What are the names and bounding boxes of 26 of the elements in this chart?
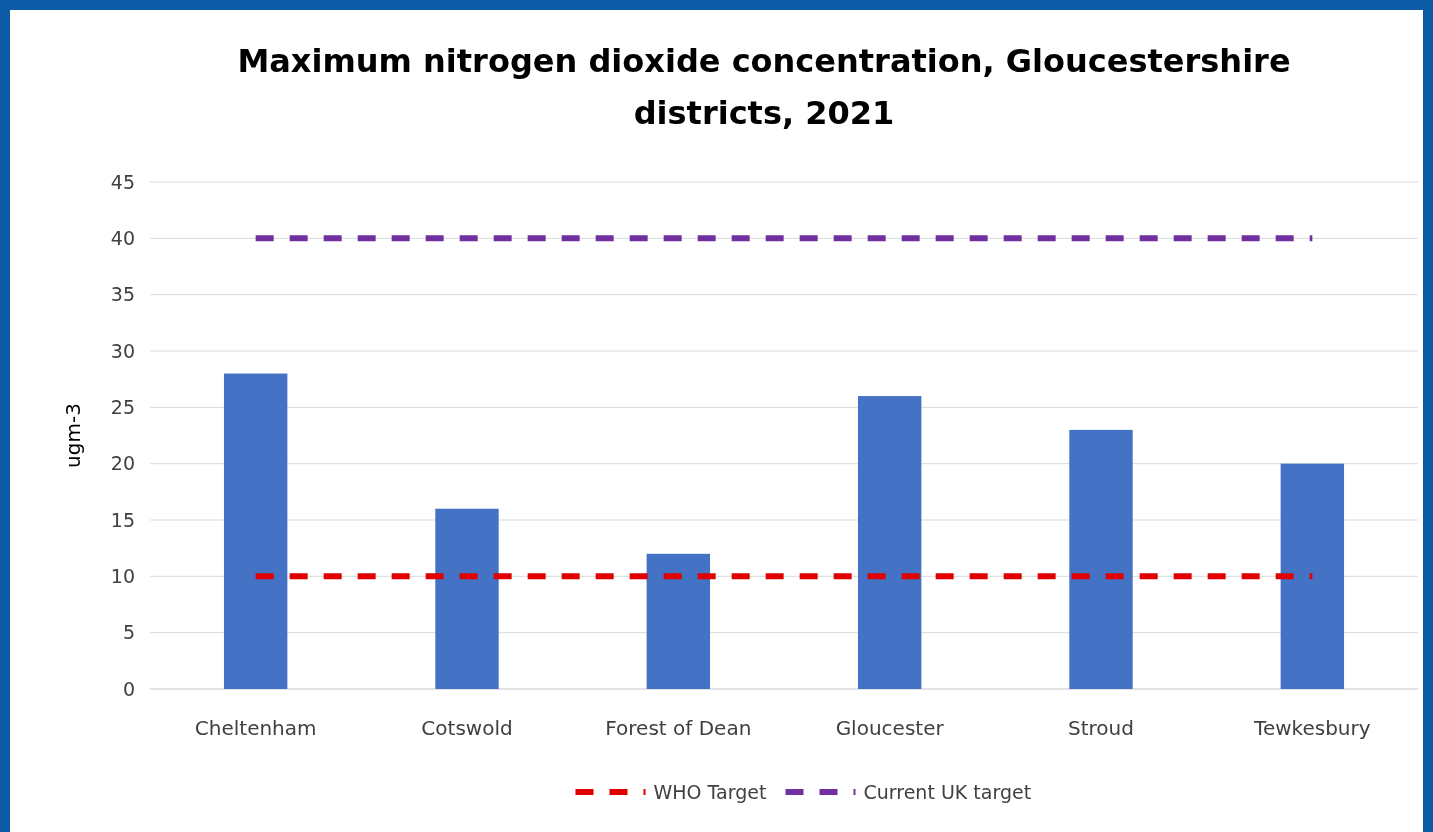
bar xyxy=(435,508,499,689)
y-tick-label: 0 xyxy=(122,677,135,700)
bar xyxy=(1280,463,1345,689)
y-tick-label: 35 xyxy=(110,283,135,306)
y-tick-label: 15 xyxy=(110,508,135,531)
y-tick-label: 10 xyxy=(110,564,135,587)
bar xyxy=(223,373,288,689)
y-tick-label: 20 xyxy=(110,452,135,475)
y-tick-label: 30 xyxy=(110,339,135,362)
x-tick-label: Cotswold xyxy=(421,716,513,740)
bar xyxy=(1069,429,1133,689)
x-tick-label: Cheltenham xyxy=(194,716,317,740)
y-tick-label: 45 xyxy=(110,170,135,193)
bar xyxy=(646,553,711,689)
x-tick-label: Stroud xyxy=(1068,716,1134,740)
y-tick-label: 5 xyxy=(122,621,135,644)
bar xyxy=(857,396,922,689)
legend-label: Current UK target xyxy=(863,780,1032,803)
legend-label: WHO Target xyxy=(653,780,767,803)
y-tick-label: 25 xyxy=(110,395,135,418)
y-axis-title: ugm-3 xyxy=(61,403,85,468)
x-tick-label: Gloucester xyxy=(835,716,945,740)
x-tick-label: Forest of Dean xyxy=(605,716,752,740)
y-tick-label: 40 xyxy=(110,226,135,249)
chart-title: Maximum nitrogen dioxide concentration, Gloucestershire districts, 2021 xyxy=(237,42,1291,132)
x-tick-label: Tewkesbury xyxy=(1253,716,1371,740)
